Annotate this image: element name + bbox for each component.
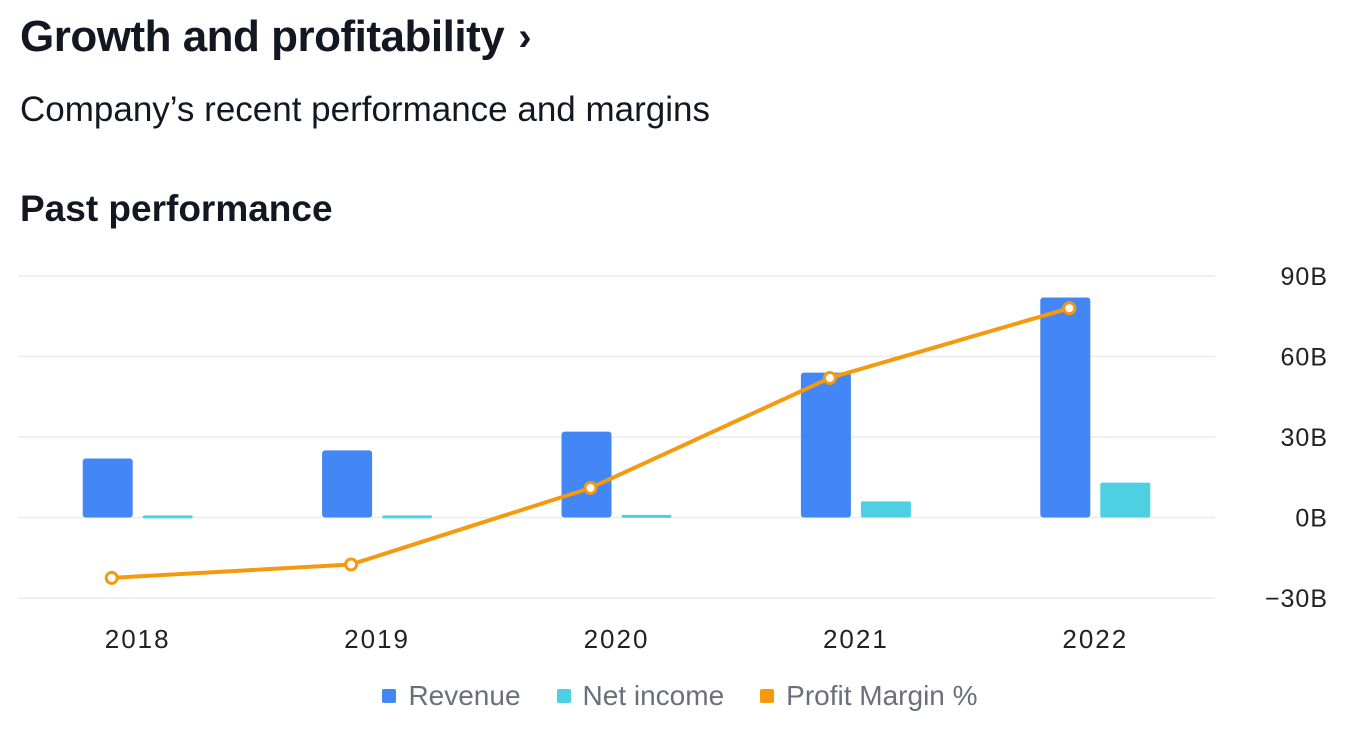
bar-revenue	[82, 458, 133, 518]
page-title: Growth and profitability	[20, 12, 505, 61]
legend-label-revenue: Revenue	[408, 680, 521, 711]
bar-net-income	[621, 514, 672, 518]
x-tick-label: 2022	[1062, 624, 1128, 654]
profit-margin-point	[583, 480, 598, 495]
profit-margin-point	[822, 370, 837, 385]
past-performance-chart: 90B 60B 30B 0B −30B 2018 2019 2020 2021 2022	[18, 263, 1328, 654]
legend-swatch-profit-margin	[760, 689, 775, 703]
profit-margin-point	[104, 570, 119, 585]
chart-title: Past performance	[20, 188, 333, 229]
bar-revenue	[561, 431, 612, 518]
x-tick-label: 2020	[584, 624, 650, 654]
y-tick-label: 30B	[1281, 424, 1328, 452]
legend-item-revenue[interactable]: Revenue	[382, 680, 521, 712]
legend-label-net-income: Net income	[582, 680, 725, 711]
y-tick-label: 0B	[1295, 505, 1328, 533]
bar-net-income	[382, 515, 433, 519]
bar-net-income	[1100, 482, 1151, 518]
bar-revenue	[322, 450, 373, 518]
legend-swatch-revenue	[382, 689, 397, 703]
chevron-right-icon: ›	[518, 14, 532, 59]
y-tick-label: −30B	[1265, 585, 1328, 613]
legend-swatch-net-income	[556, 689, 571, 703]
profit-margin-point	[344, 557, 359, 572]
x-tick-label: 2018	[105, 624, 171, 654]
bar-net-income	[860, 501, 911, 518]
page-subtitle: Company’s recent performance and margins	[20, 90, 710, 129]
legend-label-profit-margin: Profit Margin %	[786, 680, 978, 711]
legend-item-net-income[interactable]: Net income	[556, 680, 725, 712]
x-tick-label: 2019	[344, 624, 410, 654]
bar-revenue	[1040, 297, 1091, 518]
profit-margin-point	[1062, 301, 1077, 316]
bar-revenue	[800, 372, 851, 518]
y-tick-label: 90B	[1281, 263, 1328, 291]
legend-item-profit-margin[interactable]: Profit Margin %	[760, 680, 978, 712]
x-tick-label: 2021	[823, 624, 889, 654]
y-tick-label: 60B	[1281, 344, 1328, 372]
section-title-link[interactable]: Growth and profitability ›	[20, 12, 532, 62]
bar-net-income	[142, 515, 193, 519]
chart-legend: Revenue Net income Profit Margin %	[0, 680, 1360, 712]
